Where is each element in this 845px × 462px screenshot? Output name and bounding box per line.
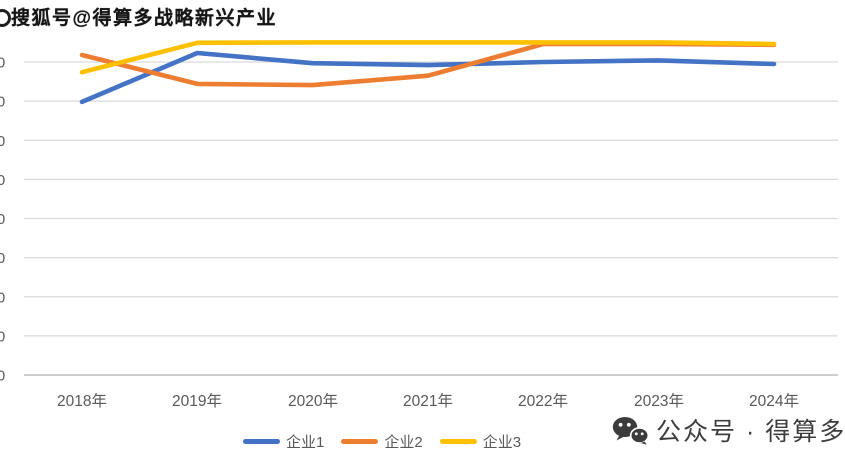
x-axis-label: 2023年 [634, 393, 684, 410]
y-axis-tick-label-cropped: 0 [0, 328, 5, 345]
y-axis-tick-label-cropped: 0 [0, 250, 5, 267]
legend-item-series1: 企业1 [243, 431, 324, 452]
y-axis-tick-label-cropped: 0 [0, 368, 5, 385]
wechat-icon [612, 416, 649, 445]
series-line-3 [79, 40, 777, 75]
x-axis-label: 2021年 [403, 393, 453, 410]
y-axis-tick-label-cropped: 0 [0, 94, 5, 111]
y-axis-tick-label-cropped: 0 [0, 133, 5, 150]
y-axis-tick-label-cropped: 0 [0, 172, 5, 189]
y-axis-tick-label-cropped: 0 [0, 55, 5, 72]
watermark-text: 搜狐号@得算多战略新兴产业 [11, 8, 278, 29]
y-axis-tick-label-cropped: 0 [0, 211, 5, 228]
legend-item-series2: 企业2 [341, 431, 423, 452]
wechat-account-name: 公众号 · 得算多 [656, 418, 845, 446]
sohu-partial-logo-icon [0, 9, 11, 27]
legend-item-series3: 企业3 [439, 431, 522, 452]
wechat-banner: 公众号 · 得算多 [612, 412, 845, 448]
line-chart: 0 0 0 0 0 0 0 0 0 [0, 40, 838, 385]
x-axis-label: 2020年 [288, 393, 338, 410]
y-axis-tick-label-cropped: 0 [0, 289, 5, 306]
legend-line-swatch [439, 439, 477, 444]
legend-label: 企业2 [384, 434, 423, 451]
series-line-1 [79, 50, 777, 105]
x-axis-label: 2019年 [172, 393, 222, 410]
x-axis-label: 2024年 [749, 393, 799, 410]
legend-label: 企业1 [286, 434, 325, 451]
x-axis-label: 2022年 [518, 393, 568, 410]
x-axis-label: 2018年 [57, 393, 107, 410]
legend-line-swatch [243, 439, 280, 444]
chart-legend: 企业1 企业2 企业3 [243, 431, 521, 452]
legend-line-swatch [341, 439, 379, 444]
legend-label: 企业3 [482, 434, 522, 451]
